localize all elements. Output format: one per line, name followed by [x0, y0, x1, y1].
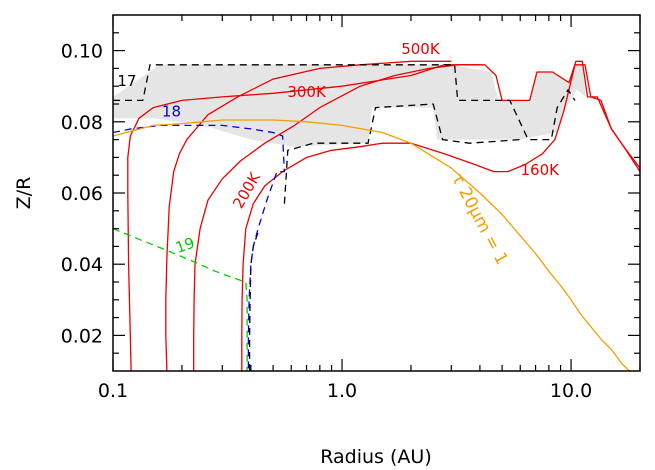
y-tick-label: 0.02 [61, 325, 103, 347]
ticks-layer: 0.1 1.0 10.0 0.02 0.04 0.06 0.08 0.10 [61, 15, 641, 402]
annotation-label: 17 [117, 72, 136, 90]
y-tick-label: 0.06 [61, 183, 103, 205]
annotation-label: 300K [287, 83, 327, 101]
annotation-label: 160K [521, 161, 561, 179]
y-tick-label: 0.10 [61, 41, 103, 63]
y-tick-label: 0.04 [61, 254, 103, 276]
x-tick-label: 0.1 [98, 380, 128, 402]
annotation-label: 18 [162, 102, 181, 120]
series-layer [113, 60, 640, 371]
series-line-5 [113, 64, 576, 141]
series-line-9 [113, 227, 248, 371]
x-tick-label: 1.0 [327, 380, 357, 402]
annotation-label: 500K [401, 40, 441, 58]
y-tick-label: 0.08 [61, 112, 103, 134]
series-line-3 [193, 60, 640, 371]
y-axis-title: Z/R [13, 177, 35, 210]
series-line-8 [113, 124, 286, 371]
x-axis-title: Radius (AU) [320, 446, 431, 468]
shaded-region [113, 64, 586, 147]
annotation-label: 200K [229, 168, 264, 211]
series-line-1 [127, 64, 480, 371]
series-line-7 [248, 231, 259, 371]
annotation-label: τ 20μm = 1 [447, 170, 512, 268]
annotation-label: 19 [173, 234, 197, 257]
series-line-6 [283, 103, 521, 204]
x-tick-label: 10.0 [550, 380, 592, 402]
plot-area [113, 60, 640, 371]
series-line-2 [165, 60, 452, 371]
series-line-10 [113, 119, 630, 371]
series-line-4 [241, 64, 640, 371]
